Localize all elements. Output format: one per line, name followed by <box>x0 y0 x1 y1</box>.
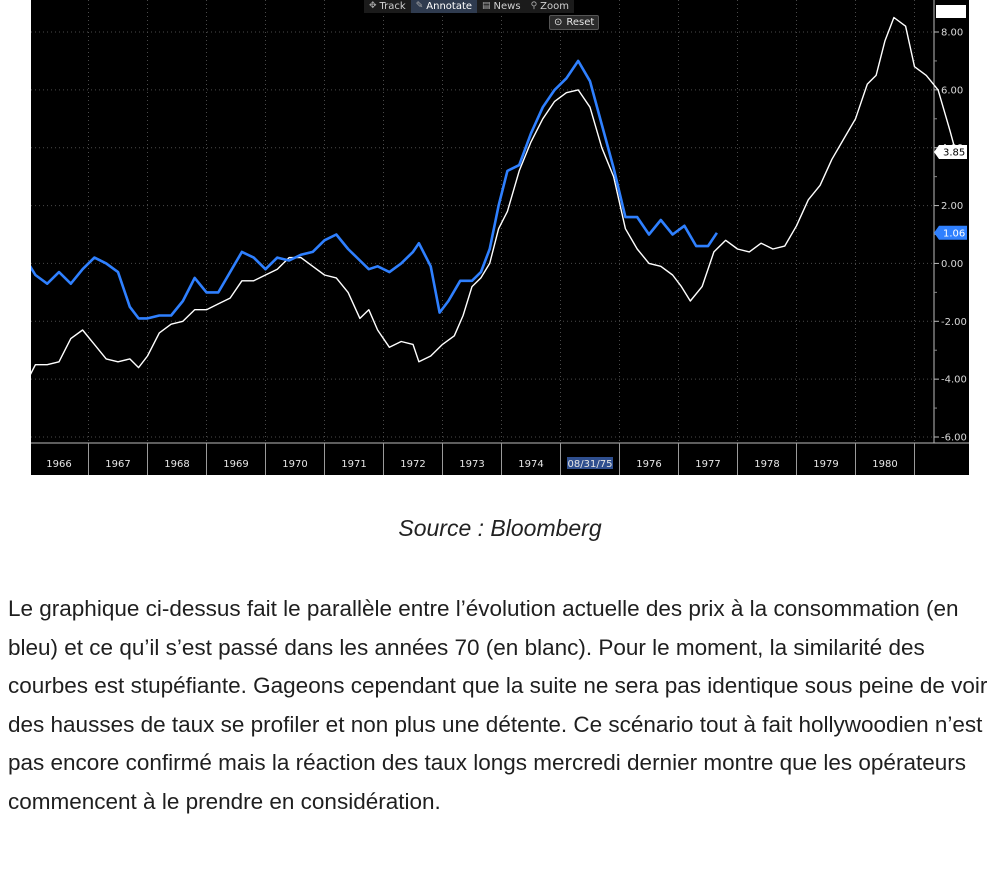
x-tick-label: 1974 <box>518 459 543 470</box>
reset-label: Reset <box>566 17 595 28</box>
pencil-icon: ✎ <box>415 1 424 11</box>
blue-series-line <box>31 59 718 320</box>
track-icon: ✥ <box>369 1 377 11</box>
x-tick-label: 1970 <box>282 459 307 470</box>
line-chart: 8.006.004.002.000.00-2.00-4.00-6.0019661… <box>31 0 969 475</box>
x-highlight-box <box>567 457 613 469</box>
x-tick-label: 1978 <box>754 459 779 470</box>
white-series-line <box>31 16 957 375</box>
track-button[interactable]: ✥ Track <box>364 0 411 13</box>
plot-background <box>31 0 969 475</box>
white-value-tag <box>934 145 967 160</box>
reset-button[interactable]: ⊙ Reset <box>549 15 600 30</box>
x-tick-label: 1968 <box>164 459 189 470</box>
y-tick-label: -2.00 <box>941 317 967 328</box>
figure-caption: Source : Bloomberg <box>398 515 602 541</box>
reset-icon: ⊙ <box>554 17 563 28</box>
x-tick-label: 1972 <box>400 459 425 470</box>
x-tick-label: 1973 <box>459 459 484 470</box>
track-label: Track <box>379 1 406 12</box>
x-axis-band <box>31 443 969 475</box>
blue-value-tag <box>934 225 967 240</box>
zoom-button[interactable]: ⚲ Zoom <box>525 0 574 13</box>
x-tick-label: 1979 <box>813 459 838 470</box>
news-icon: ▤ <box>482 1 491 11</box>
value-tag-label: 3.85 <box>943 148 965 159</box>
body-paragraph: Le graphique ci-dessus fait le parallèle… <box>8 596 988 814</box>
x-tick-label: 1969 <box>223 459 248 470</box>
y-tick-label: 0.00 <box>941 259 963 270</box>
max-value-tag <box>936 5 966 18</box>
annotate-button[interactable]: ✎ Annotate <box>410 0 478 13</box>
x-tick-label: 1980 <box>872 459 897 470</box>
x-tick-label: 1966 <box>46 459 71 470</box>
news-button[interactable]: ▤ News <box>477 0 526 13</box>
x-tick-label: 1967 <box>105 459 130 470</box>
y-tick-label: -4.00 <box>941 375 967 386</box>
x-tick-label: 1976 <box>636 459 661 470</box>
chart-toolbar: ✥ Track ✎ Annotate ▤ News ⚲ Zoom <box>364 0 574 13</box>
x-tick-label: 1977 <box>695 459 720 470</box>
y-tick-label: 8.00 <box>941 28 963 39</box>
chart-panel: 8.006.004.002.000.00-2.00-4.00-6.0019661… <box>31 0 969 475</box>
y-tick-label: 6.00 <box>941 85 963 96</box>
news-label: News <box>493 1 521 12</box>
y-tick-label: -6.00 <box>941 433 967 444</box>
x-tick-label: 1971 <box>341 459 366 470</box>
y-tick-label: 2.00 <box>941 201 963 212</box>
value-tag-label: 1.06 <box>943 228 965 239</box>
x-tick-label: 08/31/75 <box>568 459 613 470</box>
zoom-label: Zoom <box>540 1 569 12</box>
magnifier-icon: ⚲ <box>530 1 538 11</box>
annotate-label: Annotate <box>426 1 473 12</box>
